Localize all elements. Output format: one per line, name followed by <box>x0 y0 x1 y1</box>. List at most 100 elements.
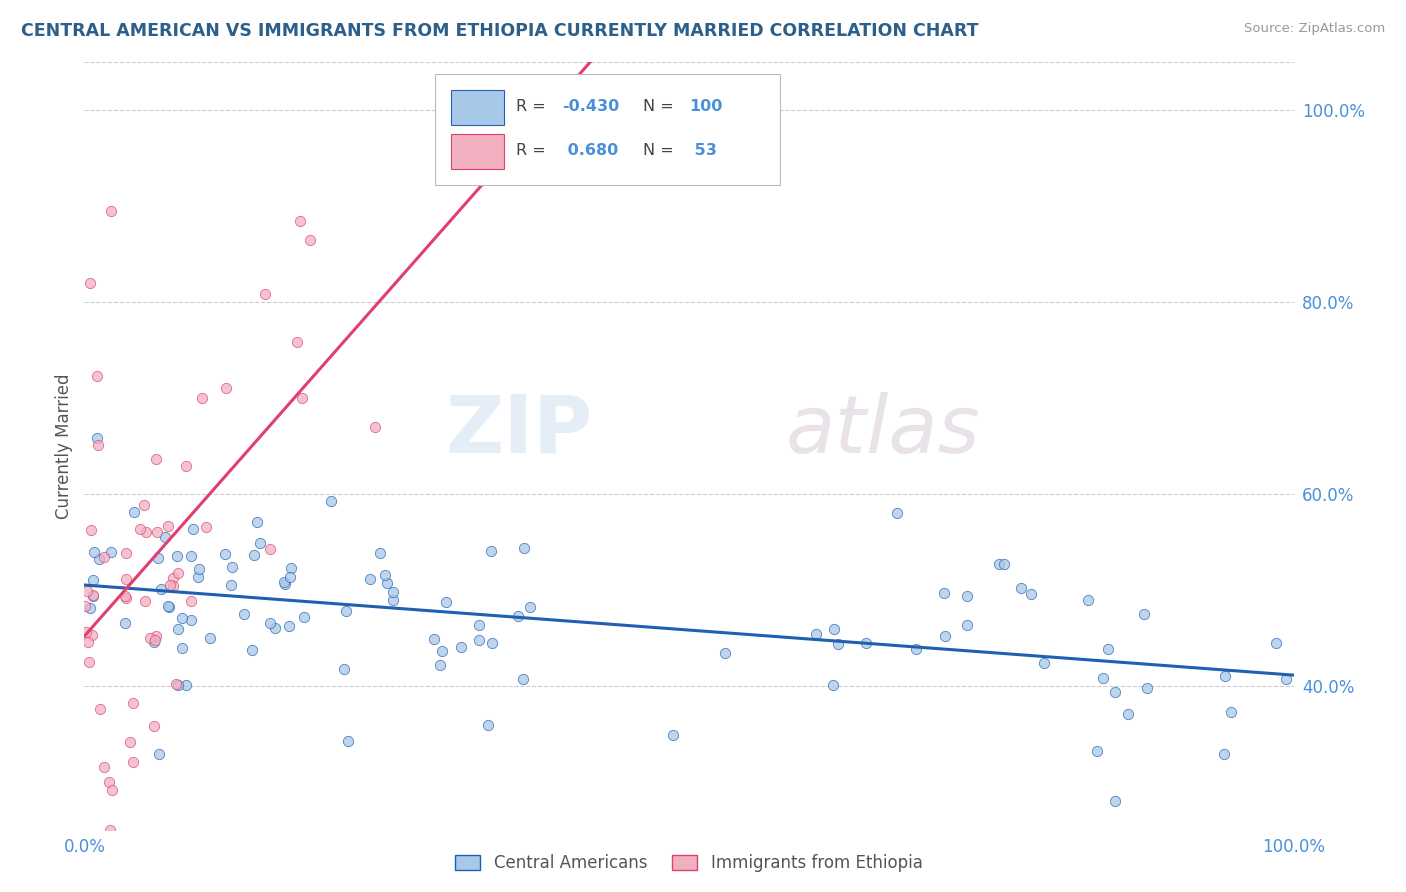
Point <box>273 575 295 590</box>
Point <box>280 561 302 575</box>
Point <box>242 548 264 562</box>
Point <box>165 677 187 691</box>
Point <box>259 615 281 630</box>
FancyBboxPatch shape <box>451 90 503 126</box>
Text: Source: ZipAtlas.com: Source: ZipAtlas.com <box>1244 22 1385 36</box>
FancyBboxPatch shape <box>451 134 503 169</box>
Text: 0.680: 0.680 <box>562 143 619 158</box>
Point <box>156 599 179 614</box>
Point <box>1275 672 1298 686</box>
Point <box>292 610 315 624</box>
Point <box>142 719 165 733</box>
Point <box>1010 582 1032 596</box>
Point <box>87 552 110 566</box>
Point <box>1220 705 1243 719</box>
Point <box>249 536 271 550</box>
Point <box>336 734 359 748</box>
Point <box>134 594 156 608</box>
Point <box>115 572 138 586</box>
Point <box>146 524 169 539</box>
Point <box>89 702 111 716</box>
Point <box>80 524 103 538</box>
Text: 53: 53 <box>689 143 717 158</box>
Point <box>176 678 198 692</box>
Point <box>128 522 150 536</box>
Point <box>468 617 491 632</box>
Point <box>333 662 356 676</box>
Point <box>430 643 453 657</box>
Point <box>1077 593 1099 607</box>
Point <box>233 607 256 621</box>
Point <box>166 566 188 580</box>
Point <box>143 633 166 648</box>
Text: R =: R = <box>516 99 551 114</box>
Point <box>93 550 115 565</box>
Point <box>153 530 176 544</box>
Point <box>86 368 108 383</box>
Legend: Central Americans, Immigrants from Ethiopia: Central Americans, Immigrants from Ethio… <box>449 847 929 879</box>
Point <box>285 335 308 350</box>
Point <box>86 431 108 445</box>
Point <box>1135 681 1157 695</box>
Point <box>180 594 202 608</box>
Point <box>149 582 172 596</box>
Point <box>821 678 844 692</box>
Point <box>1133 607 1156 621</box>
Point <box>181 522 204 536</box>
Point <box>114 615 136 630</box>
Point <box>993 557 1015 571</box>
Point <box>76 583 98 598</box>
Point <box>422 632 444 647</box>
Point <box>363 420 385 434</box>
Point <box>83 545 105 559</box>
Point <box>100 204 122 219</box>
Point <box>988 557 1011 571</box>
Point <box>132 498 155 512</box>
Point <box>115 591 138 605</box>
Point <box>368 546 391 560</box>
Point <box>156 518 179 533</box>
Point <box>1213 747 1236 761</box>
Point <box>79 276 101 290</box>
Point <box>82 573 104 587</box>
Point <box>77 656 100 670</box>
Point <box>166 677 188 691</box>
Point <box>114 589 136 603</box>
Point <box>139 631 162 645</box>
Point <box>148 747 170 761</box>
Point <box>956 618 979 632</box>
Point <box>180 549 202 563</box>
Point <box>170 611 193 625</box>
Point <box>76 634 98 648</box>
Point <box>274 576 297 591</box>
Point <box>215 381 238 395</box>
Point <box>157 599 180 614</box>
Point <box>855 636 877 650</box>
Point <box>115 546 138 560</box>
Point <box>1021 587 1043 601</box>
Text: ZIP: ZIP <box>444 392 592 470</box>
Point <box>145 451 167 466</box>
Point <box>513 541 536 555</box>
Point <box>187 570 209 584</box>
Point <box>166 549 188 563</box>
Point <box>714 646 737 660</box>
Point <box>479 543 502 558</box>
Point <box>97 774 120 789</box>
Point <box>823 623 845 637</box>
Point <box>219 577 242 591</box>
Point <box>87 438 110 452</box>
Point <box>214 547 236 561</box>
Point <box>82 588 104 602</box>
Point <box>804 627 827 641</box>
Point <box>118 735 141 749</box>
Point <box>374 567 396 582</box>
Point <box>187 562 209 576</box>
Point <box>159 577 181 591</box>
Point <box>75 625 97 640</box>
Point <box>1097 641 1119 656</box>
Point <box>162 579 184 593</box>
Point <box>191 391 214 405</box>
Text: N =: N = <box>643 99 679 114</box>
Point <box>481 636 503 650</box>
